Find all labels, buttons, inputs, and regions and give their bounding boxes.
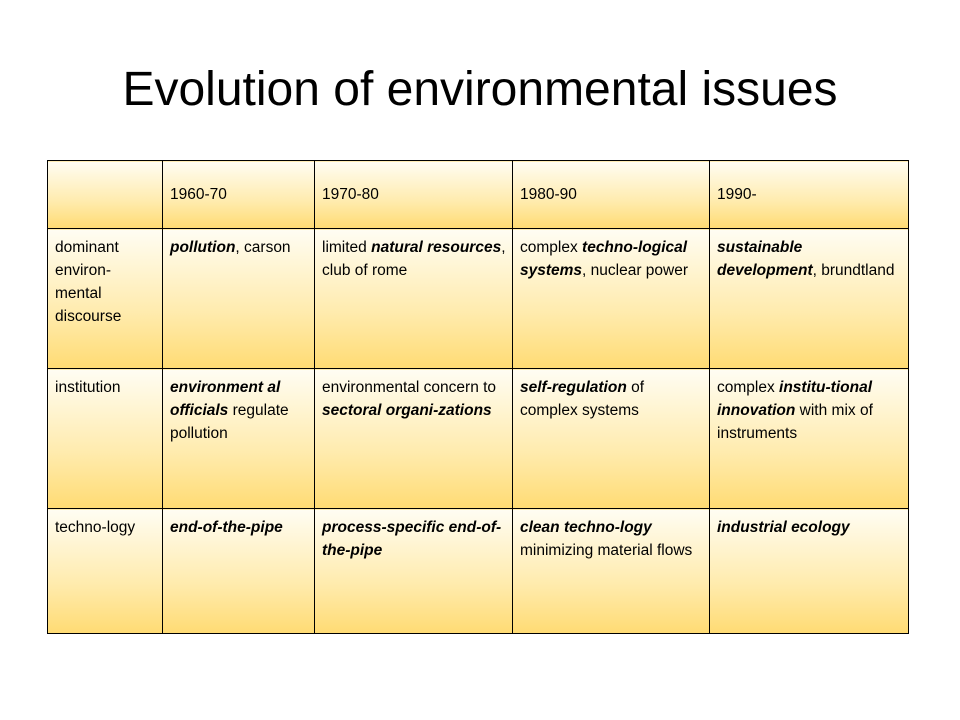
- cell-text: end-of-the-pipe: [170, 519, 283, 536]
- cell-text: limited: [322, 239, 372, 256]
- table-cell: clean techno-logy minimizing material fl…: [512, 508, 710, 634]
- cell-text: sustainable development: [717, 239, 813, 279]
- cell-text: complex: [520, 239, 583, 256]
- cell-text: minimizing material flows: [520, 542, 693, 559]
- cell-text: sectoral organi-zations: [322, 402, 492, 419]
- table-cell: process-specific end-of-the-pipe: [314, 508, 513, 634]
- cell-text: natural resources: [371, 239, 502, 256]
- header-cell-1960-70: 1960-70: [162, 160, 315, 229]
- cell-text: with mix of instruments: [717, 402, 873, 442]
- cell-text: , brundtland: [812, 262, 895, 279]
- table-cell: sustainable development, brundtland: [709, 228, 909, 369]
- cell-text: complex: [717, 379, 780, 396]
- cell-text: , nuclear power: [582, 262, 689, 279]
- row-label-discourse: dominant environ-mental discourse: [47, 228, 163, 369]
- table-header-row: 1960-70 1970-80 1980-90 1990-: [47, 160, 909, 229]
- table-cell: complex techno-logical systems, nuclear …: [512, 228, 710, 369]
- table-cell: industrial ecology: [709, 508, 909, 634]
- cell-text: environment al officials: [170, 379, 281, 419]
- cell-text: , carson: [235, 239, 291, 256]
- header-cell-1970-80: 1970-80: [314, 160, 513, 229]
- evolution-table: 1960-70 1970-80 1980-90 1990- dominant e…: [47, 160, 909, 634]
- header-cell-1990: 1990-: [709, 160, 909, 229]
- row-label-technology: techno-logy: [47, 508, 163, 634]
- table-cell: environment al officials regulate pollut…: [162, 368, 315, 509]
- cell-text: regulate pollution: [170, 402, 289, 442]
- cell-text: process-specific end-of-the-pipe: [322, 519, 502, 559]
- table-cell: end-of-the-pipe: [162, 508, 315, 634]
- table-cell: self-regulation of complex systems: [512, 368, 710, 509]
- header-cell-1980-90: 1980-90: [512, 160, 710, 229]
- table-row-discourse: dominant environ-mental discourse pollut…: [47, 228, 909, 369]
- table-row-institution: institution environment al officials reg…: [47, 368, 909, 509]
- header-cell-empty: [47, 160, 163, 229]
- cell-text: techno-logical systems: [520, 239, 688, 279]
- cell-text: clean techno-logy: [520, 519, 652, 536]
- table-cell: environmental concern to sectoral organi…: [314, 368, 513, 509]
- cell-text: of complex systems: [520, 379, 645, 419]
- table-cell: pollution, carson: [162, 228, 315, 369]
- cell-text: institu-tional innovation: [717, 379, 873, 419]
- row-label-institution: institution: [47, 368, 163, 509]
- table-row-technology: techno-logy end-of-the-pipe process-spec…: [47, 508, 909, 634]
- table-cell: complex institu-tional innovation with m…: [709, 368, 909, 509]
- cell-text: industrial ecology: [717, 519, 850, 536]
- cell-text: environmental concern to: [322, 379, 497, 396]
- table-cell: limited natural resources, club of rome: [314, 228, 513, 369]
- cell-text: pollution: [170, 239, 236, 256]
- slide-title: Evolution of environmental issues: [122, 63, 838, 116]
- cell-text: , club of rome: [322, 239, 506, 279]
- cell-text: self-regulation: [520, 379, 627, 396]
